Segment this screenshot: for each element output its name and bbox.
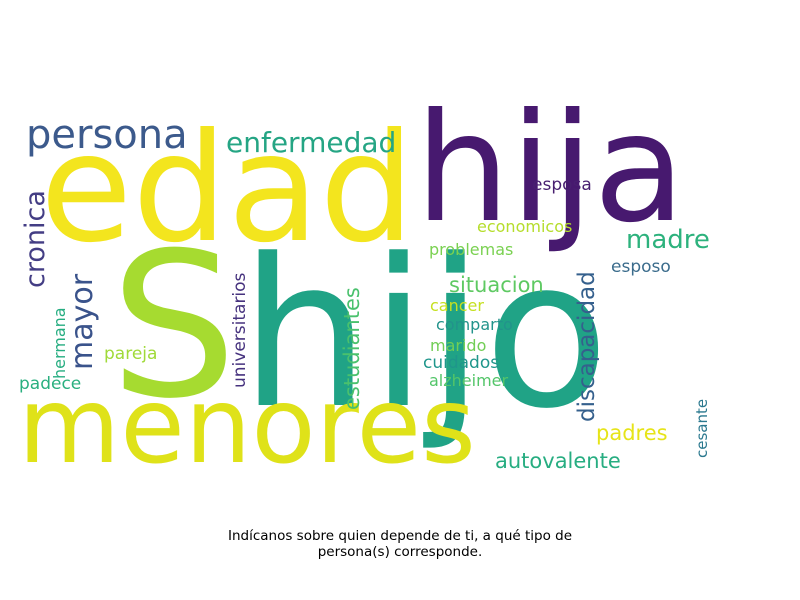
word-discapacidad: discapacidad	[574, 271, 600, 422]
word-situacion: situacion	[449, 273, 544, 297]
word-cesante: cesante	[693, 399, 711, 458]
word-persona: persona	[26, 112, 188, 158]
word-cancer: cancer	[430, 296, 484, 315]
word-cronica: cronica	[20, 190, 51, 288]
word-hermana: hermana	[50, 307, 69, 379]
word-esposo: esposo	[611, 257, 671, 277]
word-S: S	[110, 210, 237, 443]
word-comparto: comparto	[436, 315, 513, 334]
word-estudiantes: estudiantes	[340, 287, 364, 410]
word-marido: marido	[430, 336, 486, 355]
word-esposa: esposa	[532, 175, 592, 195]
word-cuidados: cuidados	[423, 353, 499, 373]
figure-caption: Indícanos sobre quien depende de ti, a q…	[150, 528, 650, 560]
word-padres: padres	[596, 421, 668, 445]
word-economicos: economicos	[477, 217, 572, 236]
caption-line-1: Indícanos sobre quien depende de ti, a q…	[227, 528, 573, 544]
word-madre: madre	[626, 225, 710, 255]
word-autovalente: autovalente	[495, 449, 621, 473]
word-alzheimer: alzheimer	[429, 371, 509, 390]
word-mayor: mayor	[65, 273, 100, 370]
word-enfermedad: enfermedad	[226, 126, 396, 159]
word-menores: menores	[18, 365, 476, 487]
word-hija: hija	[415, 82, 685, 256]
word-hijo: hijo	[240, 216, 609, 454]
word-universitarios: universitarios	[230, 272, 250, 388]
caption-line-2: persona(s) corresponde.	[317, 544, 483, 560]
word-padece: padece	[19, 374, 81, 394]
word-edad: edad	[40, 102, 415, 276]
word-problemas: problemas	[429, 240, 513, 259]
word-pareja: pareja	[104, 344, 157, 364]
